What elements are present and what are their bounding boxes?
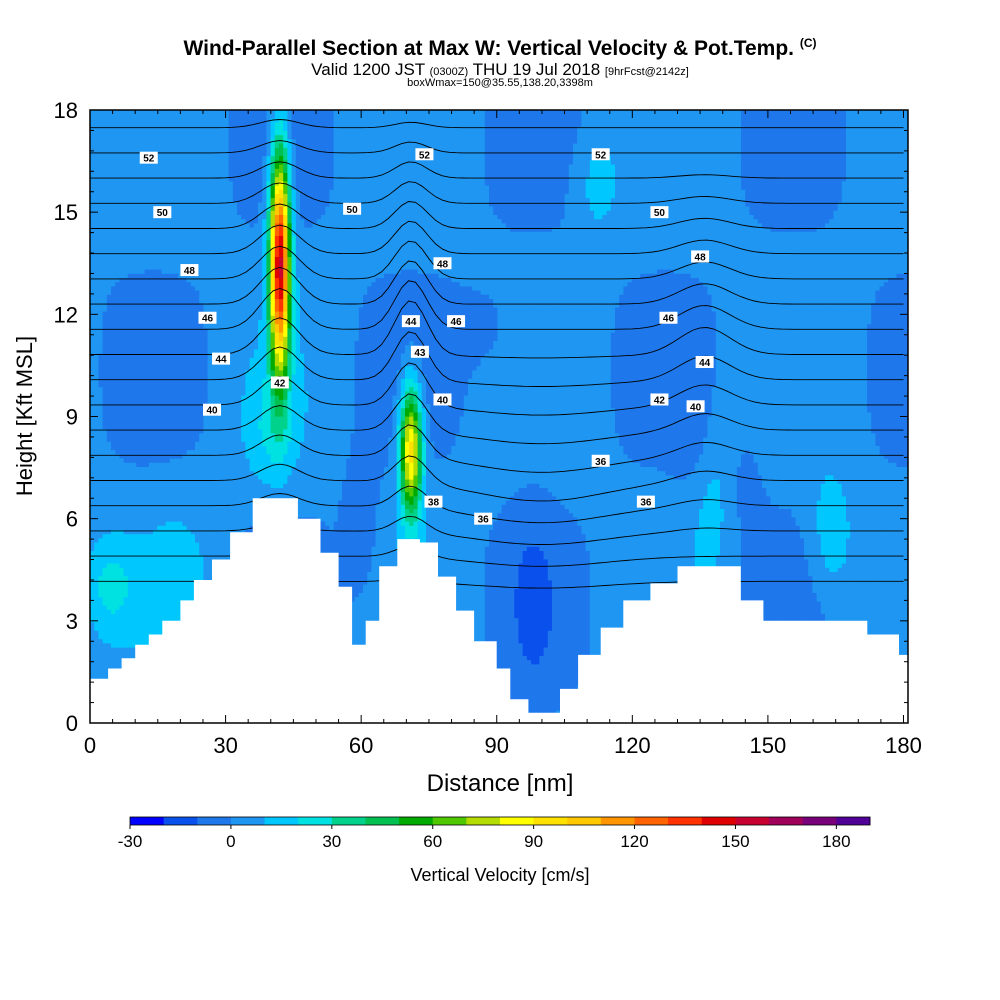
y-tick-label: 0 — [66, 711, 78, 736]
x-axis-label: Distance [nm] — [427, 770, 574, 797]
contour-label: 36 — [595, 457, 607, 468]
x-tick-label: 180 — [885, 733, 922, 758]
colorbar: -30 0 30 60 90 120 150 180 — [118, 817, 871, 851]
contour-label: 40 — [690, 402, 702, 413]
colorbar-swatch — [635, 817, 669, 825]
colorbar-tick-label: 150 — [721, 832, 749, 851]
contour-label: 43 — [414, 348, 426, 359]
y-axis-label: Height [Kft MSL] — [12, 336, 37, 496]
contour-label: 50 — [157, 208, 169, 219]
colorbar-swatch — [332, 817, 366, 825]
colorbar-swatch — [836, 817, 870, 825]
contour-label: 44 — [405, 317, 417, 328]
colorbar-swatch — [433, 817, 467, 825]
colorbar-swatch — [164, 817, 198, 825]
colorbar-tick-label: 30 — [322, 832, 341, 851]
colorbar-tick-label: 0 — [226, 832, 235, 851]
colorbar-swatch — [298, 817, 332, 825]
colorbar-swatch — [399, 817, 433, 825]
colorbar-tick-label: 60 — [423, 832, 442, 851]
contour-label: 44 — [215, 355, 227, 366]
colorbar-swatch — [231, 817, 265, 825]
contour-label: 46 — [202, 314, 214, 325]
contour-label: 48 — [695, 252, 707, 263]
contour-label: 44 — [699, 358, 711, 369]
colorbar-swatch — [702, 817, 736, 825]
x-tick-label: 30 — [213, 733, 237, 758]
cross-section-chart: 3636363840404042424344444446 46 4648484850… — [0, 0, 1000, 1000]
contour-label: 50 — [347, 205, 359, 216]
colorbar-tick-label: 180 — [822, 832, 850, 851]
colorbar-swatch — [668, 817, 702, 825]
contour-label: 52 — [595, 150, 607, 161]
contour-label: 48 — [437, 259, 449, 270]
colorbar-tick-label: -30 — [118, 832, 143, 851]
colorbar-swatch — [567, 817, 601, 825]
contour-label: 48 — [184, 266, 196, 277]
contour-label: 46 — [663, 314, 675, 325]
y-tick-label: 12 — [54, 302, 78, 327]
x-tick-label: 60 — [349, 733, 373, 758]
contour-label: 42 — [274, 378, 286, 389]
x-tick-label: 150 — [750, 733, 787, 758]
y-tick-label: 18 — [54, 98, 78, 123]
x-tick-label: 0 — [84, 733, 96, 758]
colorbar-swatch — [534, 817, 568, 825]
colorbar-swatch — [735, 817, 769, 825]
colorbar-swatch — [601, 817, 635, 825]
colorbar-tick-label: 90 — [524, 832, 543, 851]
contour-label: 50 — [654, 208, 666, 219]
colorbar-label: Vertical Velocity [cm/s] — [410, 865, 589, 885]
contour-label: 36 — [640, 498, 652, 509]
y-tick-label: 15 — [54, 200, 78, 225]
colorbar-swatch — [803, 817, 837, 825]
colorbar-swatch — [130, 817, 164, 825]
contour-label: 52 — [143, 154, 155, 165]
contour-label: 38 — [428, 498, 440, 509]
colorbar-swatch — [265, 817, 299, 825]
contour-label: 42 — [654, 395, 666, 406]
colorbar-swatch — [500, 817, 534, 825]
y-tick-label: 6 — [66, 507, 78, 532]
colorbar-swatch — [197, 817, 231, 825]
contour-label: 52 — [419, 150, 431, 161]
x-tick-label: 90 — [484, 733, 508, 758]
x-tick-label: 120 — [614, 733, 651, 758]
y-tick-label: 3 — [66, 609, 78, 634]
theta-contour-53 — [90, 98, 904, 102]
y-tick-label: 9 — [66, 405, 78, 430]
colorbar-swatch — [365, 817, 399, 825]
colorbar-swatch — [769, 817, 803, 825]
contour-label: 46 — [451, 317, 463, 328]
contour-label: 40 — [206, 406, 218, 417]
colorbar-tick-label: 120 — [620, 832, 648, 851]
contour-label: 36 — [478, 515, 490, 526]
colorbar-swatch — [466, 817, 500, 825]
contour-label: 40 — [437, 395, 449, 406]
